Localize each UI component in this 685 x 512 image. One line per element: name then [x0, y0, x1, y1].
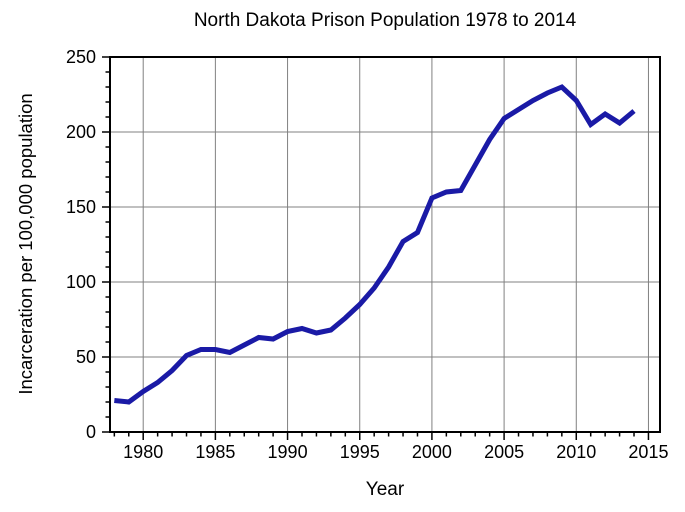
y-tick-label: 250	[66, 47, 96, 67]
x-tick-label: 2015	[628, 442, 668, 462]
x-axis-label: Year	[365, 479, 405, 500]
x-tick-label: 2010	[556, 442, 596, 462]
x-tick-label: 2000	[412, 442, 452, 462]
plot-frame	[109, 56, 661, 433]
x-tick-label: 1985	[195, 442, 235, 462]
x-tick-label: 2005	[484, 442, 524, 462]
data-line	[114, 84, 636, 405]
x-tick-label: 1995	[340, 442, 380, 462]
y-tick-label: 50	[76, 347, 96, 367]
x-tick-label: 1980	[123, 442, 163, 462]
chart-title: North Dakota Prison Population 1978 to 2…	[193, 10, 577, 31]
y-tick-label: 100	[66, 272, 96, 292]
x-tick-label: 1990	[268, 442, 308, 462]
y-tick-label: 0	[86, 422, 96, 442]
y-tick-label: 150	[66, 197, 96, 217]
y-tick-label: 200	[66, 122, 96, 142]
